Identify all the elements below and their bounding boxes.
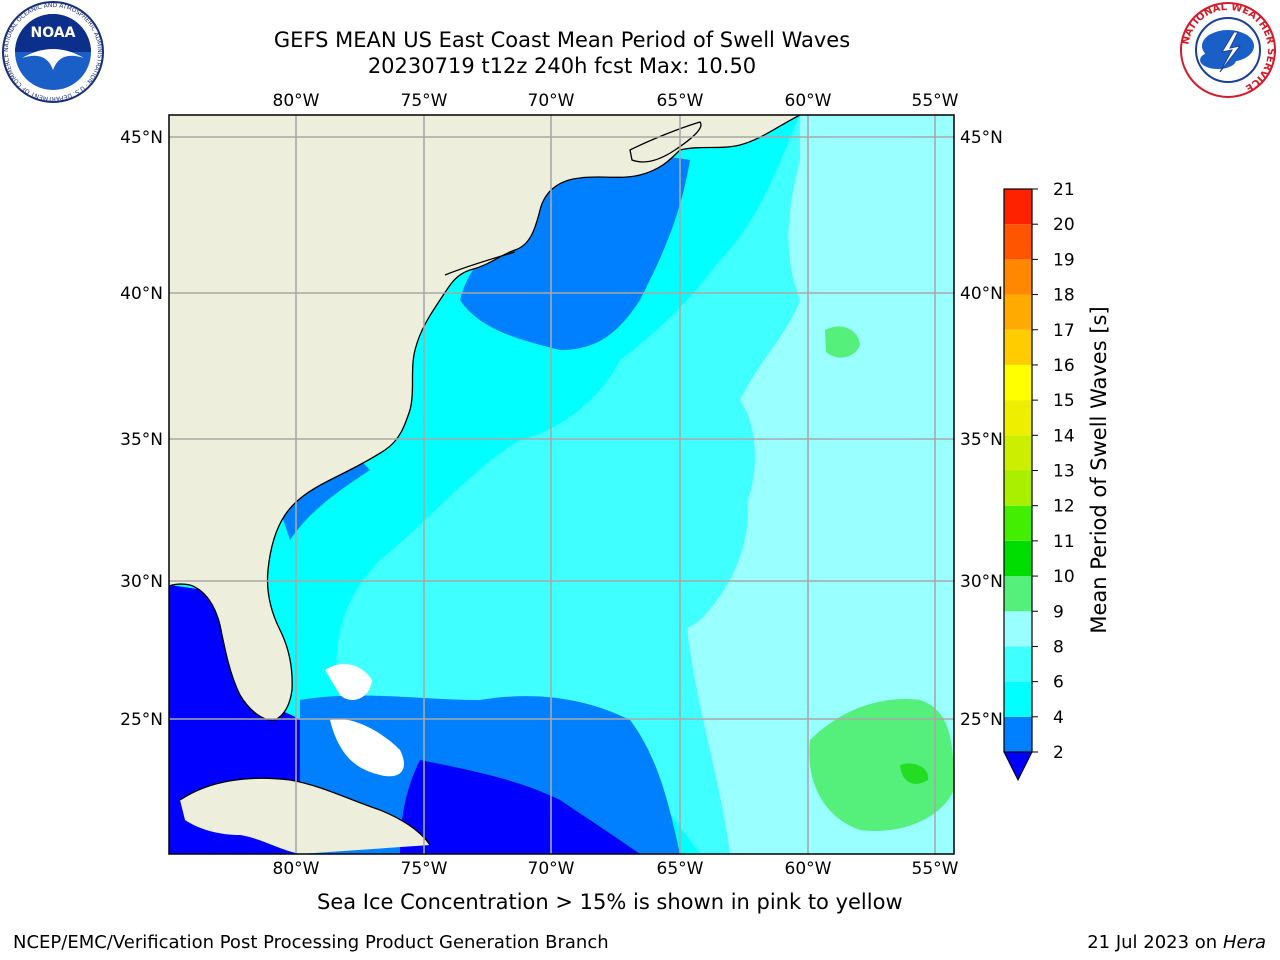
lon-label-top-4: 60°W — [785, 91, 832, 111]
swell-field-2-4-south — [300, 695, 680, 854]
swell-field-under-range-caribbean — [400, 760, 640, 854]
colorbar-tick-label-12: 17 — [1053, 321, 1075, 341]
colorbar-segment-1 — [1004, 681, 1032, 717]
colorbar-tick-label-15: 20 — [1053, 215, 1075, 235]
colorbar-segment-10 — [1004, 364, 1032, 401]
lat-label-right-4: 25°N — [960, 710, 1003, 730]
colorbar-tick-label-11: 16 — [1053, 356, 1075, 376]
coastline-long-island — [444, 251, 516, 276]
colorbar-segment-14 — [1004, 224, 1032, 260]
footer-left: NCEP/EMC/Verification Post Processing Pr… — [13, 932, 609, 953]
lon-label-bottom-5: 55°W — [912, 859, 959, 879]
colorbar-segment-9 — [1004, 400, 1032, 436]
lat-label-left-0: 45°N — [120, 128, 163, 148]
colorbar-segment-2 — [1004, 646, 1032, 682]
lon-label-top-1: 75°W — [401, 91, 448, 111]
footer-right: 21 Jul 2023 on Hera — [1087, 932, 1266, 953]
colorbar: 2 4 6 8 9 10 11 12 13 14 15 16 17 18 19 20 21 — [1003, 180, 1075, 782]
colorbar-tick-label-9: 14 — [1053, 426, 1075, 446]
colorbar-label: Mean Period of Swell Waves [s] — [1087, 306, 1111, 633]
colorbar-segment-5 — [1004, 540, 1032, 577]
chart-subtitle: 20230719 t12z 240h fcst Max: 10.50 — [367, 54, 757, 78]
sea-ice-caption: Sea Ice Concentration > 15% is shown in … — [317, 890, 903, 914]
lon-label-bottom-3: 65°W — [657, 859, 704, 879]
coastline-east — [169, 115, 801, 721]
land-cuba — [180, 778, 430, 854]
lon-label-top-5: 55°W — [912, 91, 959, 111]
lat-label-left-4: 25°N — [120, 710, 163, 730]
colorbar-tick-label-3: 8 — [1053, 637, 1064, 657]
chart-title: GEFS MEAN US East Coast Mean Period of S… — [273, 28, 851, 52]
lon-label-top-0: 80°W — [273, 91, 320, 111]
colorbar-segment-12 — [1004, 294, 1032, 330]
map-frame — [168, 114, 955, 855]
lat-label-right-1: 40°N — [960, 284, 1003, 304]
swell-field-6-8-band — [573, 430, 748, 638]
colorbar-segment-13 — [1004, 259, 1032, 295]
colorbar-under-arrow — [1003, 751, 1033, 782]
lon-label-top-2: 70°W — [528, 91, 575, 111]
footer-host: Hera — [1222, 932, 1266, 953]
land-north-america — [169, 115, 800, 721]
footer-date: 21 Jul 2023 on — [1087, 932, 1223, 953]
missing-data-cuba-bank — [330, 719, 404, 777]
colorbar-segment-4 — [1004, 576, 1032, 612]
lat-label-left-1: 40°N — [120, 284, 163, 304]
colorbar-segment-8 — [1004, 435, 1032, 471]
swell-field-9-10 — [809, 699, 954, 831]
colorbar-segment-15 — [1004, 189, 1032, 225]
colorbar-tick-label-6: 11 — [1053, 532, 1075, 552]
colorbar-tick-label-13: 18 — [1053, 286, 1075, 306]
colorbar-tick-label-16: 21 — [1053, 180, 1075, 200]
lon-label-bottom-0: 80°W — [273, 859, 320, 879]
lon-label-bottom-2: 70°W — [528, 859, 575, 879]
missing-data-bahamas — [325, 664, 372, 700]
colorbar-segment-6 — [1004, 505, 1032, 541]
colorbar-tick-label-7: 12 — [1053, 497, 1075, 517]
colorbar-tick-label-14: 19 — [1053, 250, 1075, 270]
map-tick-labels: 80°W 80°W 75°W 75°W 70°W 70°W 65°W 65°W 60°W 60°W… — [120, 91, 1003, 879]
colorbar-tick-label-0: 2 — [1053, 743, 1064, 763]
lat-label-right-2: 35°N — [960, 430, 1003, 450]
lon-label-top-3: 65°W — [657, 91, 704, 111]
lat-label-right-0: 45°N — [960, 128, 1003, 148]
colorbar-tick-label-4: 9 — [1053, 602, 1064, 622]
lon-label-bottom-1: 75°W — [401, 859, 448, 879]
colorbar-tick-label-5: 10 — [1053, 567, 1075, 587]
colorbar-tick-label-2: 6 — [1053, 673, 1064, 693]
swell-field-8-9 — [687, 115, 954, 854]
coastline-nova-scotia — [629, 121, 702, 163]
colorbar-segment-3 — [1004, 611, 1032, 647]
colorbar-tick-label-10: 15 — [1053, 391, 1075, 411]
swell-field-2-4-north — [460, 156, 690, 350]
lat-label-right-3: 30°N — [960, 572, 1003, 592]
noaa-logo-icon: NOAA NATIONAL OCEANIC AND ATMOSPHERIC AD… — [2, 1, 104, 103]
noaa-logo-text: NOAA — [31, 25, 76, 41]
swell-field-9-10-small — [825, 326, 860, 358]
land-nova-scotia — [630, 122, 701, 162]
map-gridlines — [169, 115, 954, 854]
colorbar-segment-7 — [1004, 470, 1032, 506]
map-area — [169, 115, 954, 854]
lat-label-left-3: 30°N — [120, 572, 163, 592]
swell-field-10-11 — [900, 763, 929, 784]
colorbar-segment-11 — [1004, 329, 1032, 365]
lon-label-bottom-4: 60°W — [785, 859, 832, 879]
colorbar-tick-label-8: 13 — [1053, 462, 1075, 482]
colorbar-tick-label-1: 4 — [1053, 708, 1064, 728]
colorbar-segment-0 — [1004, 716, 1032, 752]
coastline-cuba — [179, 777, 431, 846]
swell-field-2-4-coastal — [280, 460, 370, 540]
lat-label-left-2: 35°N — [120, 430, 163, 450]
nws-logo-icon: NATIONAL WEATHER SERVICE — [1180, 2, 1276, 98]
